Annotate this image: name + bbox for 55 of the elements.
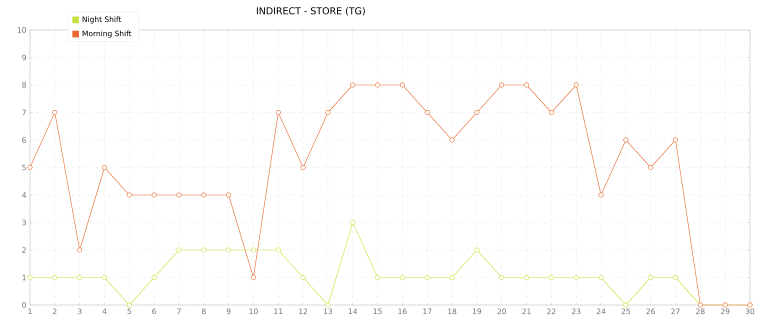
point xyxy=(623,137,628,142)
point xyxy=(375,82,380,88)
point xyxy=(52,110,58,115)
point xyxy=(499,82,504,88)
point xyxy=(598,275,604,280)
point xyxy=(524,275,530,280)
point xyxy=(424,275,430,280)
point xyxy=(300,165,306,170)
point xyxy=(176,248,182,252)
point xyxy=(574,82,579,88)
point xyxy=(450,275,455,280)
point xyxy=(648,275,654,280)
point xyxy=(250,248,256,252)
point xyxy=(400,82,405,88)
point xyxy=(102,275,107,280)
point xyxy=(325,110,330,115)
point xyxy=(499,275,504,280)
point xyxy=(52,275,58,280)
point xyxy=(77,248,82,252)
point xyxy=(325,302,330,308)
point xyxy=(226,192,232,198)
point xyxy=(673,137,678,142)
point xyxy=(276,248,281,252)
point xyxy=(375,275,380,280)
point xyxy=(250,275,256,280)
point xyxy=(126,302,132,308)
point xyxy=(474,110,480,115)
point xyxy=(28,165,32,170)
point xyxy=(623,302,628,308)
point xyxy=(400,275,405,280)
point xyxy=(102,165,107,170)
point xyxy=(574,275,579,280)
point xyxy=(226,248,232,252)
point xyxy=(28,275,32,280)
point xyxy=(77,275,82,280)
point xyxy=(673,275,678,280)
point xyxy=(548,275,554,280)
point xyxy=(152,192,157,198)
point xyxy=(424,110,430,115)
point xyxy=(350,82,356,88)
point xyxy=(524,82,530,88)
chart-title: INDIRECT - STORE (TG) xyxy=(256,7,365,16)
point xyxy=(126,192,132,198)
point xyxy=(350,220,356,225)
point xyxy=(598,192,604,198)
point xyxy=(300,275,306,280)
point xyxy=(152,275,157,280)
point xyxy=(450,137,455,142)
point xyxy=(548,110,554,115)
point xyxy=(201,248,206,252)
point xyxy=(276,110,281,115)
point xyxy=(201,192,206,198)
point xyxy=(648,165,654,170)
point xyxy=(474,248,480,252)
point xyxy=(176,192,182,198)
